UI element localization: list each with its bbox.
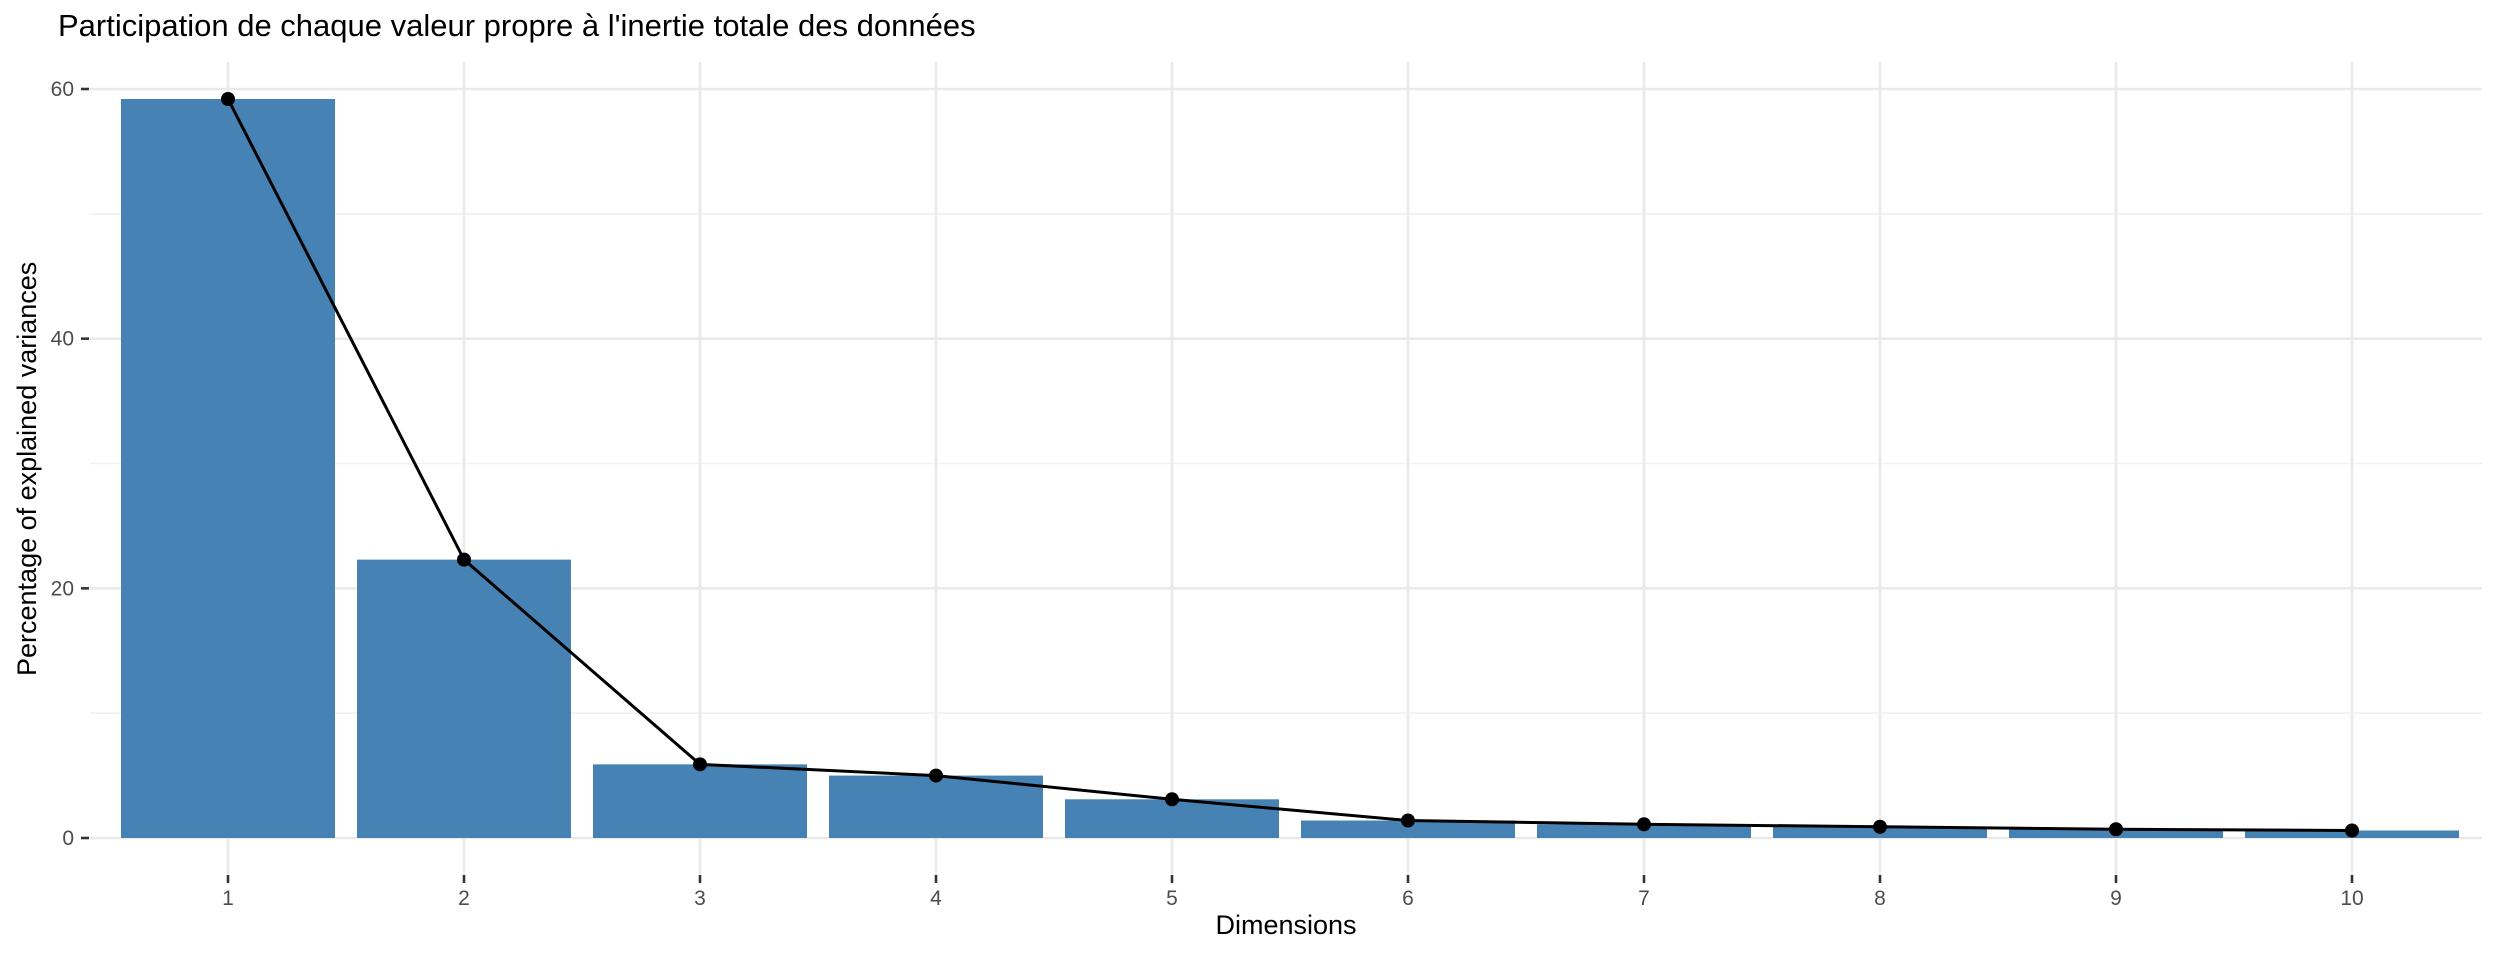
x-tick-label: 7 xyxy=(1638,887,1650,910)
variance-bar xyxy=(829,775,1043,838)
y-tick-label: 60 xyxy=(51,78,74,101)
x-tick-label: 4 xyxy=(930,887,942,910)
chart-title: Participation de chaque valeur propre à … xyxy=(58,8,976,43)
y-tick-label: 40 xyxy=(51,328,74,351)
variance-bar xyxy=(1301,820,1515,838)
data-point xyxy=(2345,823,2359,838)
variance-bar xyxy=(121,98,335,838)
data-point xyxy=(457,552,471,567)
x-tick-label: 10 xyxy=(2340,887,2363,910)
x-tick-label: 6 xyxy=(1402,887,1414,910)
x-tick-label: 9 xyxy=(2110,887,2122,910)
data-point xyxy=(929,768,943,783)
x-tick-label: 1 xyxy=(222,887,234,910)
data-point xyxy=(2109,822,2123,837)
trend-line xyxy=(226,98,2353,833)
y-tick-label: 20 xyxy=(51,577,74,600)
x-axis-title: Dimensions xyxy=(1215,910,1357,940)
x-tick-label: 5 xyxy=(1166,887,1178,910)
x-tick-label: 3 xyxy=(694,887,706,910)
variance-bar xyxy=(593,764,807,838)
data-point xyxy=(1165,792,1179,807)
y-tick-label: 0 xyxy=(62,827,74,850)
data-point xyxy=(693,757,707,772)
x-tick-label: 8 xyxy=(1874,887,1886,910)
x-tick-label: 2 xyxy=(458,887,470,910)
data-point xyxy=(1637,817,1651,832)
data-point xyxy=(1401,813,1415,828)
data-point xyxy=(1873,819,1887,834)
variance-bar xyxy=(357,559,571,838)
data-point xyxy=(221,91,235,106)
